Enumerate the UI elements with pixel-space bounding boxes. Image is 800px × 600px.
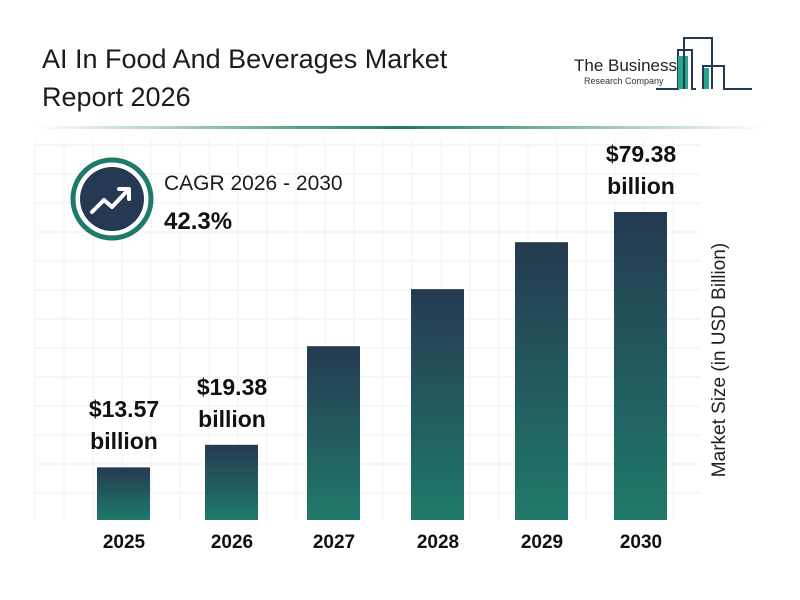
logo-text: The Business bbox=[574, 56, 677, 75]
bar-2026 bbox=[205, 444, 258, 520]
cagr-label: CAGR 2026 - 2030 bbox=[164, 172, 343, 195]
company-logo: The Business Research Company bbox=[566, 34, 756, 94]
bar-2029 bbox=[515, 242, 568, 520]
data-label-line: billion bbox=[607, 173, 675, 199]
x-tick-label: 2028 bbox=[416, 532, 460, 553]
data-label-line: $79.38 bbox=[605, 141, 677, 167]
title-divider bbox=[35, 126, 765, 129]
data-label-line: $13.57 bbox=[88, 396, 160, 423]
bar-2025 bbox=[97, 467, 150, 520]
trending-up-icon bbox=[70, 157, 154, 241]
logo-subtext: Research Company bbox=[584, 76, 664, 86]
y-axis-label: Market Size (in USD Billion) bbox=[709, 242, 730, 478]
data-label: $79.38 billion bbox=[581, 138, 701, 202]
bar-2027 bbox=[307, 346, 360, 520]
cagr-value: 42.3% bbox=[164, 208, 233, 235]
data-label-line: billion bbox=[90, 428, 158, 455]
data-label-line: $19.38 bbox=[196, 373, 268, 400]
logo-buildings-icon bbox=[656, 37, 752, 90]
data-label: $19.38 billion bbox=[172, 371, 292, 435]
x-tick-label: 2026 bbox=[210, 532, 254, 553]
x-tick-label: 2025 bbox=[102, 532, 146, 553]
bar-2030 bbox=[614, 212, 667, 520]
page-title: AI In Food And Beverages Market Report 2… bbox=[42, 44, 448, 112]
x-tick-label: 2029 bbox=[520, 532, 564, 553]
bar-2028 bbox=[411, 289, 464, 520]
data-label-line: billion bbox=[198, 405, 266, 432]
x-tick-label: 2027 bbox=[312, 532, 356, 553]
x-tick-label: 2030 bbox=[619, 532, 663, 553]
data-label: $13.57 billion bbox=[64, 393, 184, 457]
